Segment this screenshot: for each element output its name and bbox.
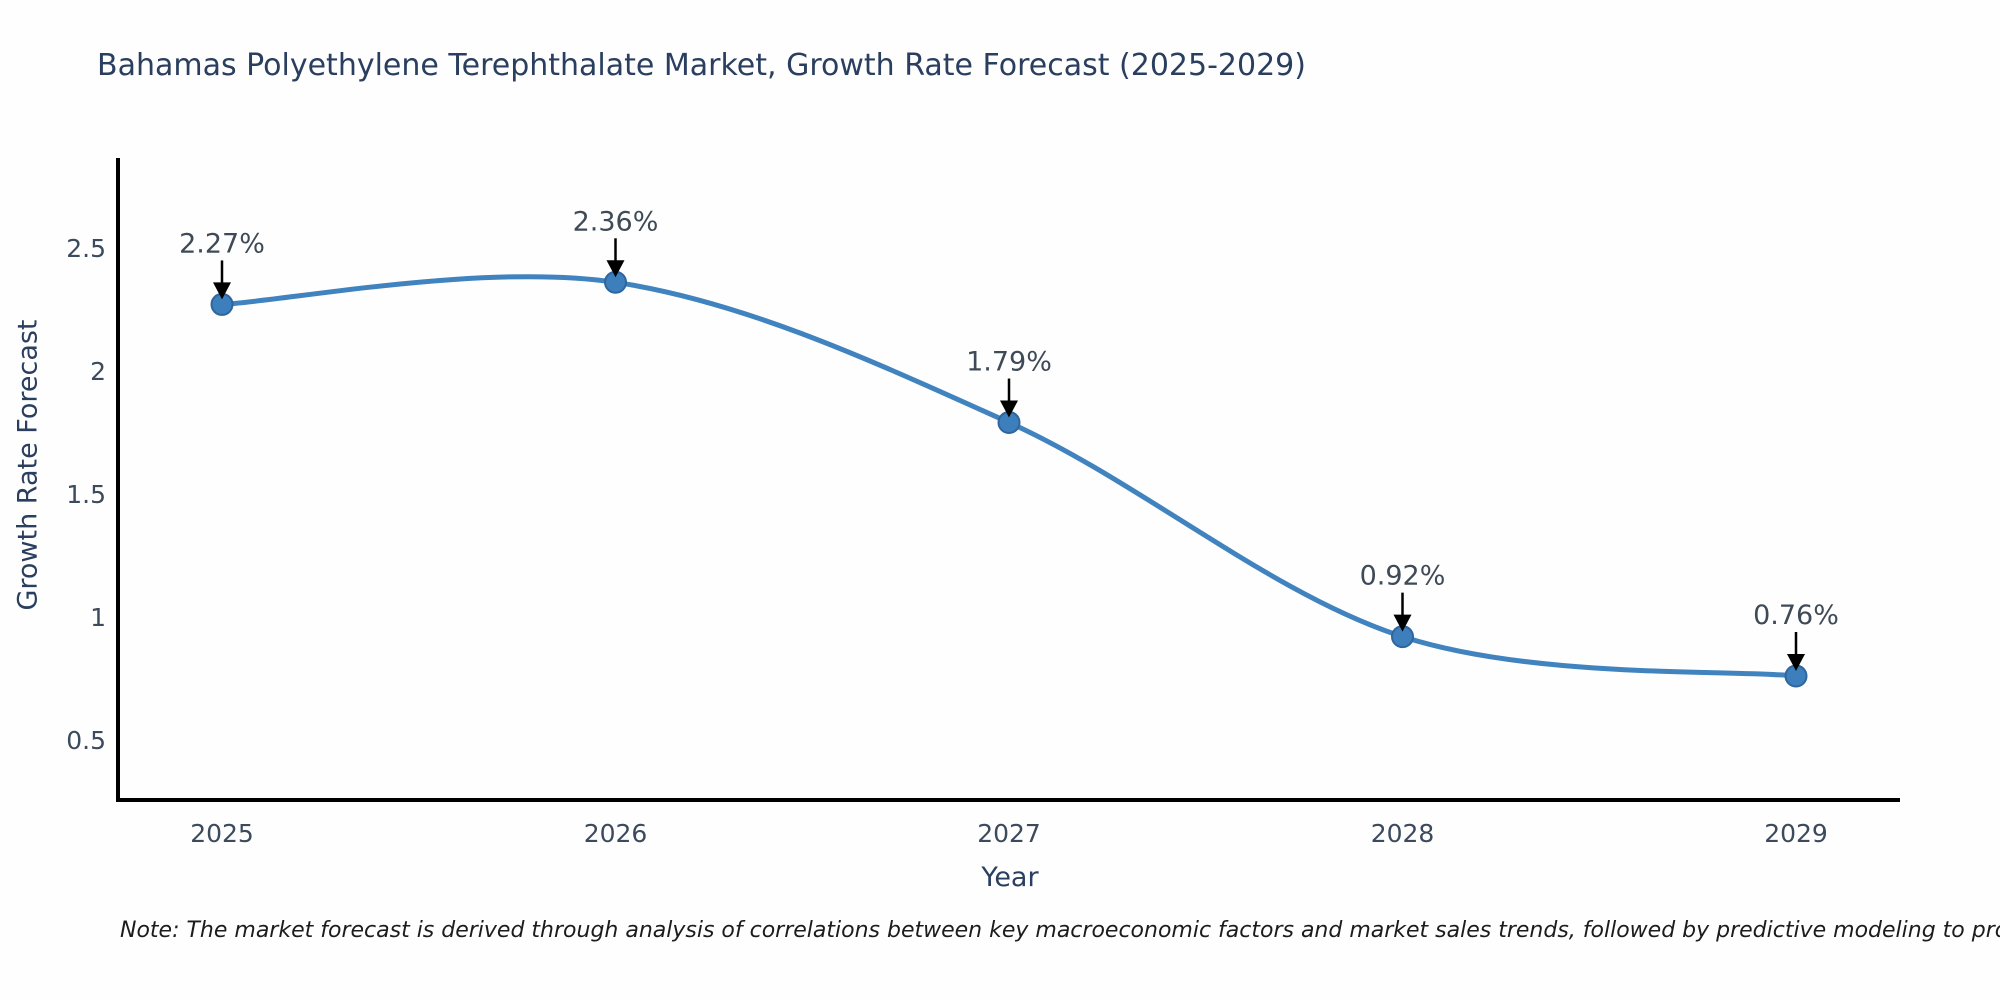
data-point-label: 2.27% bbox=[179, 228, 265, 259]
x-tick-label: 2025 bbox=[190, 819, 254, 848]
annotation-arrow-head bbox=[1393, 614, 1412, 632]
x-tick-label: 2027 bbox=[977, 819, 1041, 848]
y-tick-label: 0.5 bbox=[66, 726, 106, 755]
annotation-arrow-head bbox=[606, 260, 625, 278]
annotation-arrow-head bbox=[213, 282, 231, 300]
x-tick-label: 2029 bbox=[1764, 819, 1828, 848]
y-tick-label: 1.5 bbox=[66, 480, 106, 509]
data-point-label: 2.36% bbox=[573, 206, 659, 237]
y-tick-label: 2 bbox=[90, 357, 106, 386]
footnote: Note: The market forecast is derived thr… bbox=[120, 918, 2000, 943]
y-tick-label: 1 bbox=[90, 603, 106, 632]
x-tick-label: 2028 bbox=[1371, 819, 1435, 848]
x-tick-label: 2026 bbox=[584, 819, 648, 848]
x-axis-title: Year bbox=[981, 862, 1039, 893]
data-point-label: 0.76% bbox=[1753, 600, 1839, 631]
annotation-arrow-head bbox=[1000, 400, 1018, 418]
y-tick-label: 2.5 bbox=[66, 234, 106, 263]
data-point-label: 0.92% bbox=[1360, 561, 1446, 592]
annotation-arrow-head bbox=[1787, 653, 1805, 671]
series-line bbox=[219, 274, 1799, 679]
chart-title: Bahamas Polyethylene Terephthalate Marke… bbox=[97, 48, 1306, 83]
data-point-label: 1.79% bbox=[966, 347, 1052, 378]
